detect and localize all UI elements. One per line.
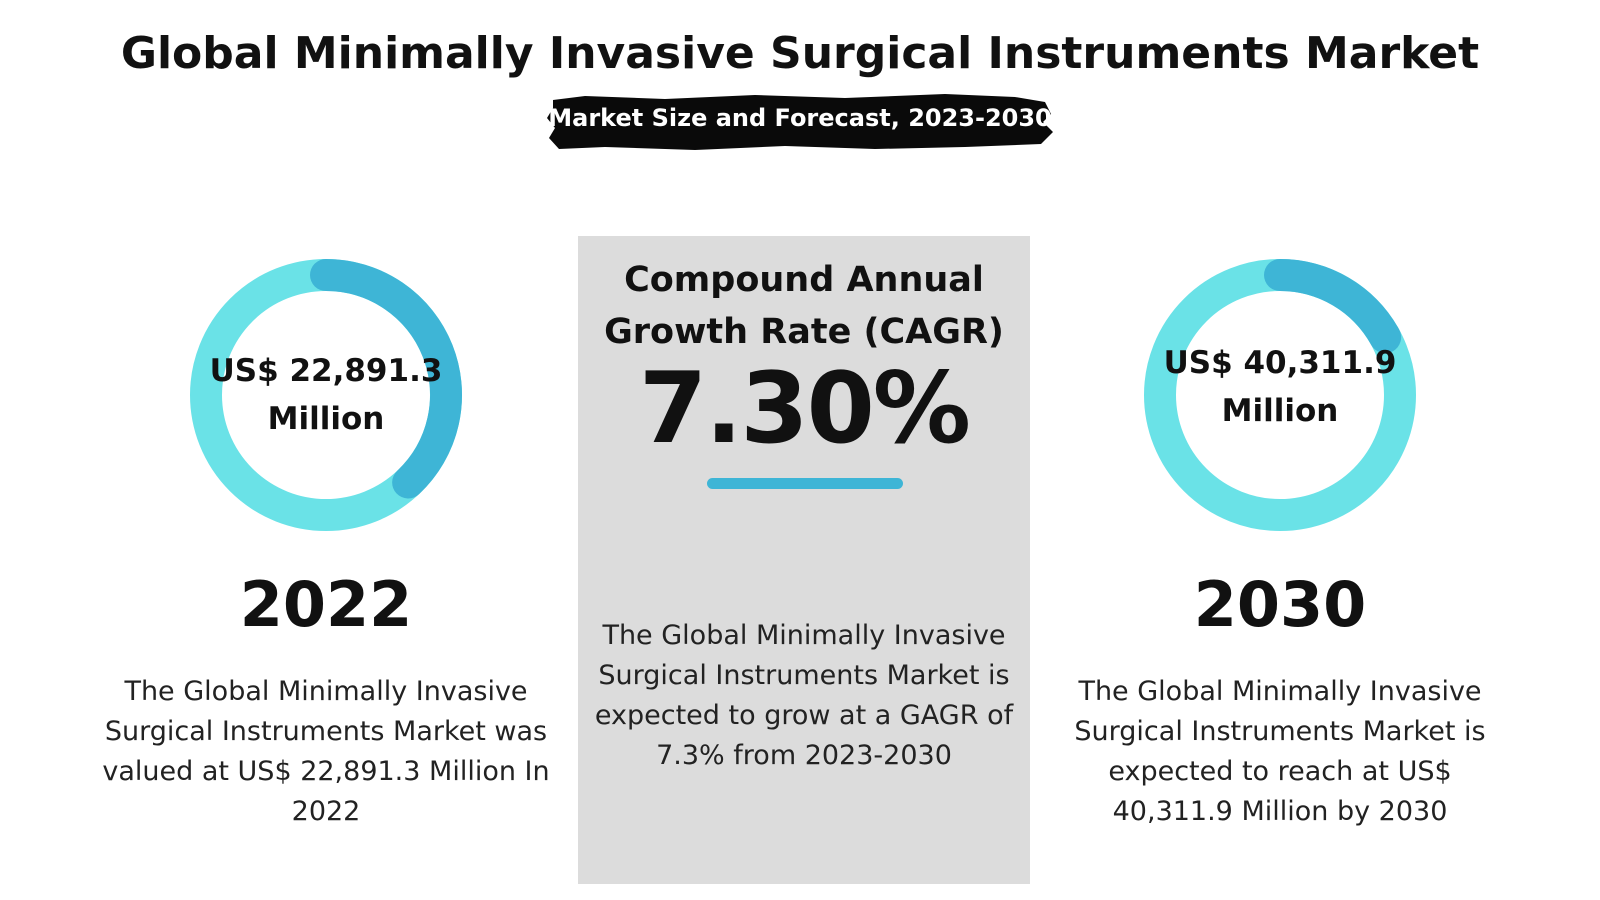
page-title: Global Minimally Invasive Surgical Instr… xyxy=(120,28,1480,79)
subtitle-banner: Market Size and Forecast, 2023-2030 xyxy=(545,92,1055,152)
year-2030: 2030 xyxy=(1193,568,1367,641)
donut-ring-segment xyxy=(310,259,462,499)
description-2022: The Global Minimally Invasive Surgical I… xyxy=(102,676,550,827)
brush-stroke-background xyxy=(547,94,1053,150)
donut-value-line1: US$ 22,891.3 xyxy=(209,353,443,389)
donut-value-line2: Million xyxy=(267,401,385,437)
cagr-label: Compound Annual Growth Rate (CAGR) xyxy=(604,260,1004,352)
description-2030: The Global Minimally Invasive Surgical I… xyxy=(1074,676,1486,827)
cagr-value: 7.30% xyxy=(639,352,971,466)
subtitle: Market Size and Forecast, 2023-2030 xyxy=(548,104,1052,132)
cagr-panel: Compound Annual Growth Rate (CAGR) 7.30%… xyxy=(578,236,1030,884)
donut-2030: US$ 40,311.9 Million xyxy=(1140,255,1420,535)
donut-2022: US$ 22,891.3 Million xyxy=(186,255,466,535)
year-2022: 2022 xyxy=(239,568,413,641)
cagr-accent-bar xyxy=(707,478,903,489)
cagr-description: The Global Minimally Invasive Surgical I… xyxy=(594,620,1014,771)
donut-value-line2: Million xyxy=(1221,393,1339,429)
donut-value-line1: US$ 40,311.9 xyxy=(1163,345,1397,381)
donut-ring-segment xyxy=(1264,259,1402,354)
